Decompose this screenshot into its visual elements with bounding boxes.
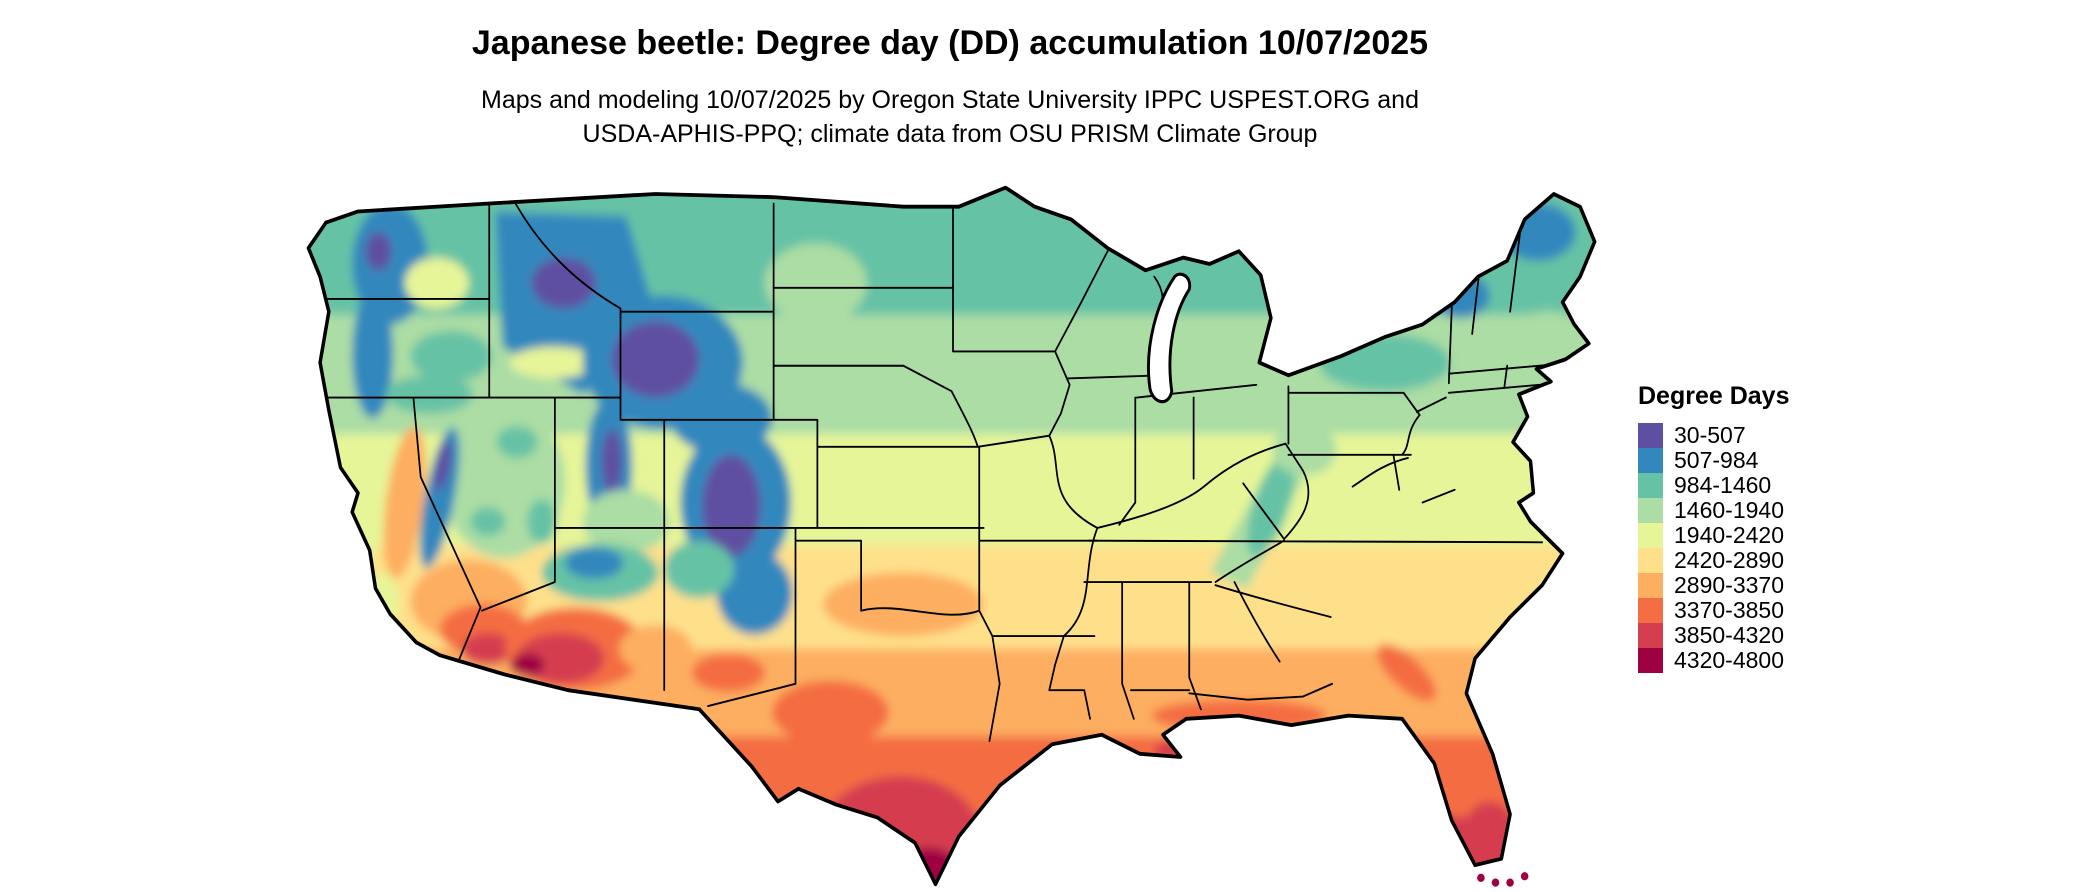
legend-item: 4320-4800 <box>1638 647 1789 673</box>
us-map-svg <box>306 185 1597 887</box>
legend-item: 3850-4320 <box>1638 622 1789 648</box>
legend-label: 30-507 <box>1674 422 1746 448</box>
legend-item: 507-984 <box>1638 447 1789 473</box>
legend-title: Degree Days <box>1638 382 1790 410</box>
legend-label: 507-984 <box>1674 447 1759 473</box>
map-clipped-content <box>308 187 1595 885</box>
state-borders <box>310 202 1558 743</box>
legend-swatch <box>1638 473 1663 498</box>
legend-swatch <box>1638 573 1663 598</box>
legend-label: 984-1460 <box>1674 472 1772 498</box>
legend-label: 1940-2420 <box>1674 522 1784 548</box>
us-degree-day-map <box>218 124 1618 892</box>
us-border <box>306 185 1597 887</box>
legend-swatch <box>1638 623 1663 648</box>
legend-swatch <box>1638 423 1663 448</box>
legend-swatch <box>1638 548 1663 573</box>
legend-swatch <box>1638 648 1663 673</box>
legend-swatch <box>1638 448 1663 473</box>
figure-subtitle-line2: USDA-APHIS-PPQ; climate data from OSU PR… <box>582 119 1318 148</box>
legend-label: 2420-2890 <box>1674 547 1784 573</box>
legend-label: 3370-3850 <box>1674 597 1784 623</box>
florida-keys <box>1477 872 1529 887</box>
legend-swatch <box>1638 598 1663 623</box>
legend-label: 2890-3370 <box>1674 572 1784 598</box>
legend-swatch <box>1638 523 1663 548</box>
legend-label: 3850-4320 <box>1674 622 1784 648</box>
degree-day-raster <box>308 187 1595 885</box>
lake-michigan <box>1147 272 1192 404</box>
figure-subtitle: Maps and modeling 10/07/2025 by Oregon S… <box>0 84 1900 152</box>
legend-item: 2890-3370 <box>1638 572 1789 598</box>
legend-item: 1940-2420 <box>1638 522 1789 548</box>
legend-item: 3370-3850 <box>1638 597 1789 623</box>
legend-item: 2420-2890 <box>1638 547 1789 573</box>
legend-item: 984-1460 <box>1638 472 1789 498</box>
legend-swatch <box>1638 498 1663 523</box>
legend: Degree Days 30-507 507-984 984-1460 1460… <box>1638 382 1789 673</box>
legend-label: 4320-4800 <box>1674 647 1784 673</box>
figure-title: Japanese beetle: Degree day (DD) accumul… <box>471 24 1429 62</box>
figure-subtitle-line1: Maps and modeling 10/07/2025 by Oregon S… <box>481 86 1419 114</box>
legend-label: 1460-1940 <box>1674 497 1784 523</box>
legend-item: 30-507 <box>1638 422 1789 448</box>
legend-item: 1460-1940 <box>1638 497 1789 523</box>
